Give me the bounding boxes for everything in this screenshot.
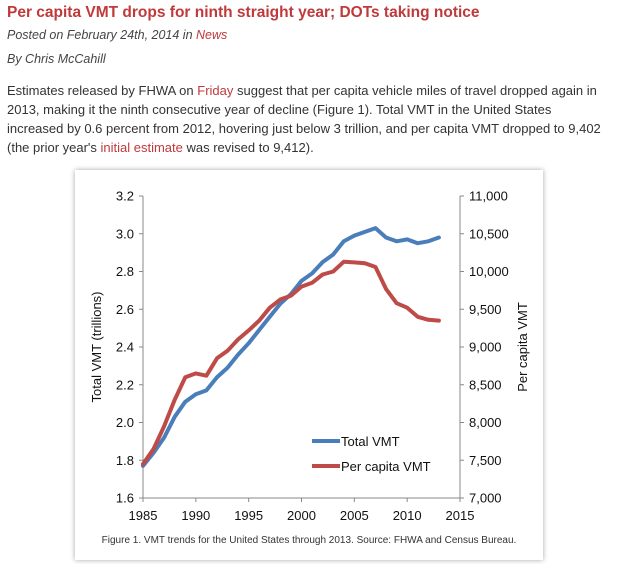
vmt-chart: 1.6 1.8 2.0 2.2 2.4 2.6 2.8 3.0 3.2 7,000 7,500 8,0… [89, 189, 530, 524]
y-left-tick-label: 2.2 [116, 377, 134, 392]
y-right-tick-label: 10,000 [469, 264, 509, 279]
y-right-tick-label: 8,500 [469, 377, 502, 392]
y-left-tick-label: 2.0 [116, 415, 134, 430]
x-tick-label: 2010 [393, 508, 422, 523]
x-tick-label: 2005 [340, 508, 369, 523]
post-date-text: Posted on February 24th, 2014 in [7, 28, 197, 42]
figure-caption: Figure 1. VMT trends for the United Stat… [101, 535, 517, 546]
y-right-tick-label: 7,500 [469, 453, 502, 468]
legend-label-per-capita-vmt: Per capita VMT [341, 459, 431, 474]
y-left-tick-label: 1.8 [116, 453, 134, 468]
y-left-tick-label: 1.6 [116, 491, 134, 506]
post-byline: By Chris McCahill [7, 52, 106, 66]
y-right-tick-label: 8,000 [469, 415, 502, 430]
y-left-tick-label: 2.4 [116, 340, 134, 355]
y-left-tick-label: 2.6 [116, 302, 134, 317]
body-text-2: suggest that per capita vehicle miles of… [7, 83, 601, 155]
y-left-tick-label: 2.8 [116, 264, 134, 279]
body-text-3: was revised to 9,412). [182, 140, 314, 155]
y-left-tick-label: 3.0 [116, 226, 134, 241]
y-right-tick-label: 9,000 [469, 340, 502, 355]
y-right-tick-label: 9,500 [469, 302, 502, 317]
y-left-axis-title: Total VMT (trillions) [89, 291, 104, 402]
x-tick-label: 1995 [234, 508, 263, 523]
x-tick-label: 1990 [181, 508, 210, 523]
y-right-tick-label: 7,000 [469, 491, 502, 506]
x-tick-label: 1985 [129, 508, 158, 523]
y-left-tick-label: 3.2 [116, 189, 134, 204]
y-right-tick-label: 10,500 [469, 226, 509, 241]
y-right-axis-title: Per capita VMT [515, 302, 530, 392]
post-meta: Posted on February 24th, 2014 in News [7, 28, 227, 42]
per-capita-vmt-line [141, 259, 441, 466]
body-text-1: Estimates released by FHWA on [7, 83, 198, 98]
x-tick-label: 2015 [446, 508, 475, 523]
legend-label-total-vmt: Total VMT [341, 434, 400, 449]
post-body: Estimates released by FHWA on Friday sug… [7, 81, 611, 157]
category-link[interactable]: News [196, 28, 228, 42]
x-tick-label: 2000 [287, 508, 316, 523]
post-title: Per capita VMT drops for ninth straight … [7, 4, 480, 21]
total-vmt-line [141, 226, 441, 468]
y-right-tick-label: 11,000 [469, 189, 508, 204]
friday-link[interactable]: Friday [197, 83, 234, 98]
initial-estimate-link[interactable]: initial estimate [100, 140, 183, 155]
figure-1: 1.6 1.8 2.0 2.2 2.4 2.6 2.8 3.0 3.2 7,000 7,500 8,0… [75, 170, 543, 560]
